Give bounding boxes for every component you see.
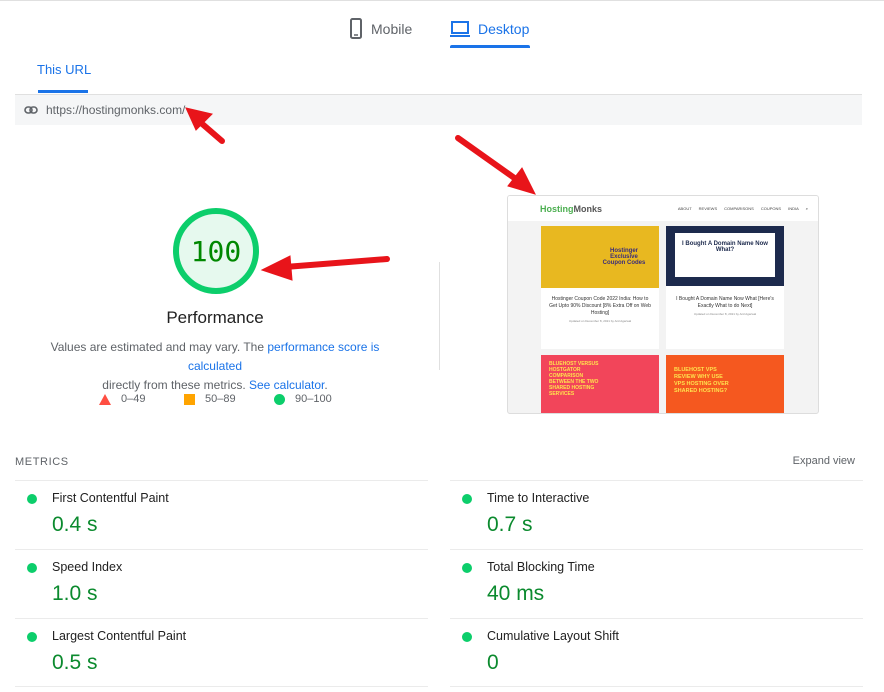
desc-text: directly from these metrics. bbox=[102, 378, 249, 392]
arrow-icon bbox=[260, 255, 293, 281]
link-icon bbox=[24, 106, 38, 114]
score-value: 100 bbox=[191, 235, 242, 268]
laptop-icon bbox=[450, 21, 470, 37]
metric-time-to-interactive: Time to Interactive 0.7 s bbox=[450, 480, 863, 549]
arrow-icon bbox=[185, 107, 213, 131]
metric-value: 0.7 s bbox=[487, 513, 533, 536]
url-text[interactable]: https://hostingmonks.com/ bbox=[46, 103, 186, 117]
tab-mobile[interactable]: Mobile bbox=[349, 12, 412, 46]
pass-dot-icon bbox=[462, 563, 472, 573]
score-label: Performance bbox=[166, 308, 264, 327]
metric-value: 0 bbox=[487, 651, 499, 674]
square-icon bbox=[184, 393, 195, 405]
metric-total-blocking-time: Total Blocking Time 40 ms bbox=[450, 549, 863, 618]
metrics-heading: METRICS bbox=[15, 456, 69, 468]
metric-label: Speed Index bbox=[52, 560, 123, 574]
page-screenshot: Hosting Monks ABOUT REVIEWS COMPARISONS COUP… bbox=[507, 195, 819, 414]
metric-value: 0.5 s bbox=[52, 651, 98, 674]
triangle-icon bbox=[99, 393, 111, 405]
site-card: Hostinger Exclusive Coupon Codes Hosting… bbox=[541, 226, 659, 349]
tab-label: Mobile bbox=[371, 21, 413, 37]
metric-label: Cumulative Layout Shift bbox=[487, 629, 620, 643]
vertical-divider bbox=[439, 262, 440, 370]
circle-icon bbox=[274, 393, 285, 405]
metric-value: 40 ms bbox=[487, 582, 545, 605]
pass-dot-icon bbox=[27, 632, 37, 642]
tab-label: Desktop bbox=[478, 21, 530, 37]
metric-value: 1.0 s bbox=[52, 582, 98, 605]
pass-dot-icon bbox=[27, 494, 37, 504]
desc-text: Values are estimated and may vary. The bbox=[50, 340, 268, 354]
legend-label: 90–100 bbox=[295, 393, 332, 405]
site-card: I Bought A Domain Name Now What? I Bough… bbox=[666, 226, 784, 349]
metric-largest-contentful-paint: Largest Contentful Paint 0.5 s bbox=[15, 618, 428, 687]
metric-label: Largest Contentful Paint bbox=[52, 629, 187, 643]
phone-icon bbox=[350, 18, 362, 39]
site-logo: Monks bbox=[573, 203, 603, 214]
tab-desktop[interactable]: Desktop bbox=[450, 12, 530, 48]
arrow-icon bbox=[197, 119, 225, 144]
performance-score-link[interactable]: performance score is calculated bbox=[187, 340, 380, 373]
tab-underline bbox=[38, 90, 88, 93]
top-divider bbox=[0, 0, 884, 1]
legend-fail: 0–49 bbox=[99, 393, 145, 405]
desc-text: . bbox=[324, 378, 328, 392]
score-gauge: 100 bbox=[173, 208, 259, 294]
pass-dot-icon bbox=[462, 494, 472, 504]
legend-label: 0–49 bbox=[121, 393, 146, 405]
site-card: BLUEHOST VPS REVIEW WHY USE VPS HOSTING … bbox=[666, 355, 784, 413]
score-description: Values are estimated and may vary. The p… bbox=[25, 338, 405, 395]
tab-this-url[interactable]: This URL bbox=[37, 62, 92, 77]
legend-pass: 90–100 bbox=[274, 393, 332, 405]
metric-speed-index: Speed Index 1.0 s bbox=[15, 549, 428, 618]
metric-label: First Contentful Paint bbox=[52, 491, 169, 505]
pass-dot-icon bbox=[27, 563, 37, 573]
legend-average: 50–89 bbox=[184, 393, 236, 405]
metric-label: Total Blocking Time bbox=[487, 560, 595, 574]
site-nav: ABOUT REVIEWS COMPARISONS COUPONS INDIA ⌕ bbox=[677, 206, 808, 211]
pass-dot-icon bbox=[462, 632, 472, 642]
url-bar: https://hostingmonks.com/ bbox=[15, 94, 862, 125]
metric-value: 0.4 s bbox=[52, 513, 98, 536]
site-header: Hosting Monks ABOUT REVIEWS COMPARISONS COUP… bbox=[508, 196, 818, 221]
metric-first-contentful-paint: First Contentful Paint 0.4 s bbox=[15, 480, 428, 549]
annotation-arrows bbox=[185, 107, 536, 281]
site-card: BLUEHOST VERSUS HOSTGATOR COMPARISON BET… bbox=[541, 355, 659, 413]
expand-view-button[interactable]: Expand view bbox=[792, 455, 855, 467]
legend-label: 50–89 bbox=[205, 393, 236, 405]
metric-label: Time to Interactive bbox=[487, 491, 590, 505]
arrow-icon bbox=[455, 135, 523, 185]
arrow-icon bbox=[282, 256, 390, 270]
metric-cumulative-layout-shift: Cumulative Layout Shift 0 bbox=[450, 618, 863, 687]
site-logo: Hosting bbox=[540, 203, 574, 214]
arrow-icon bbox=[507, 167, 536, 195]
see-calculator-link[interactable]: See calculator bbox=[248, 378, 325, 392]
